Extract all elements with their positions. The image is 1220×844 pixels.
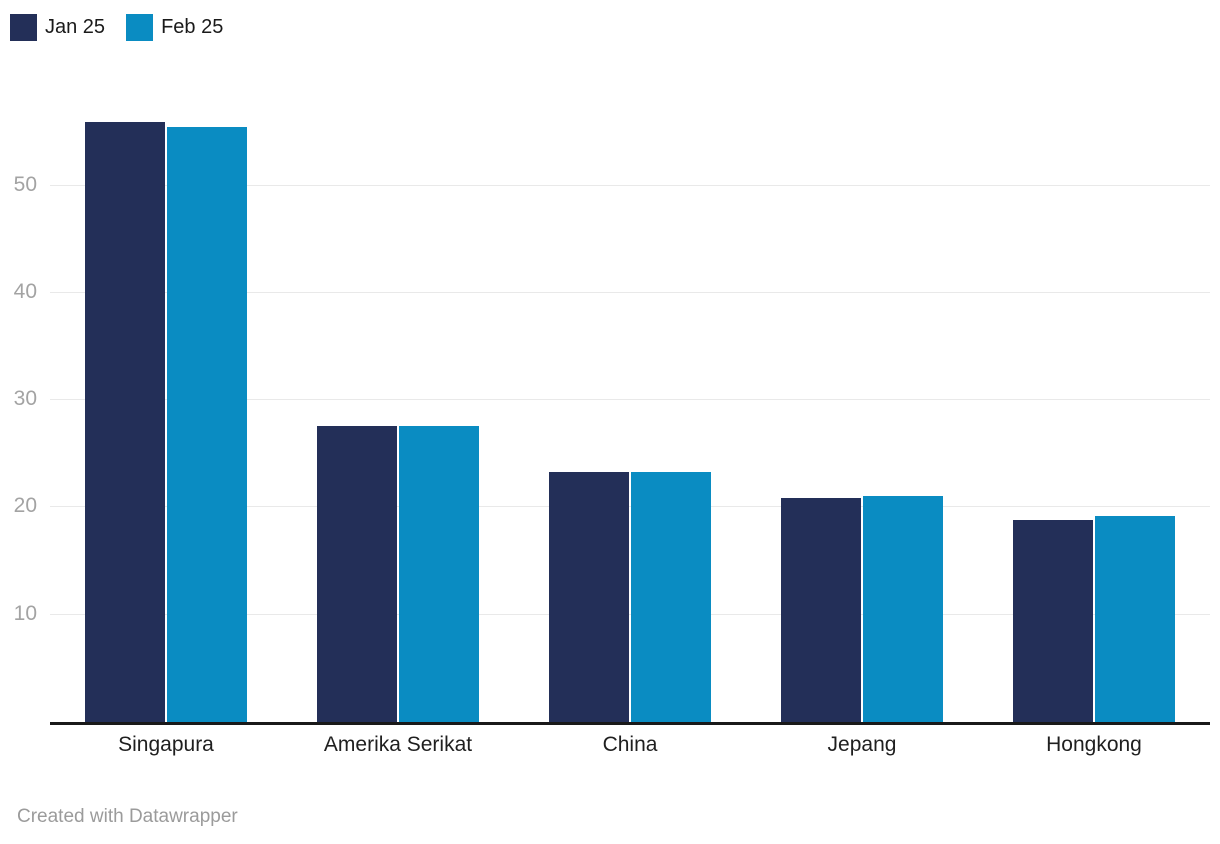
bar-feb-25-singapura[interactable]	[167, 126, 247, 722]
x-axis-label-singapura: Singapura	[118, 733, 214, 756]
y-axis-tick-label-30: 30	[13, 387, 37, 411]
bar-group-china	[514, 472, 746, 722]
gridline-30	[50, 399, 1210, 401]
gridline-20	[50, 506, 1210, 508]
x-axis-labels: Singapura Amerika Serikat China Jepang Hongk…	[50, 733, 1210, 757]
bar-group-jepang	[746, 495, 978, 722]
bar-jan-25-jepang[interactable]	[781, 497, 861, 722]
y-axis-tick-label-20: 20	[13, 494, 37, 518]
legend-label: Jan 25	[45, 16, 106, 38]
bar-jan-25-singapura[interactable]	[85, 122, 165, 722]
x-axis-label-hongkong: Hongkong	[1046, 733, 1142, 756]
bar-jan-25-amerika-serikat[interactable]	[317, 425, 397, 722]
y-axis-tick-label-40: 40	[13, 279, 37, 303]
bar-jan-25-china[interactable]	[549, 472, 629, 722]
bar-jan-25-hongkong[interactable]	[1013, 520, 1093, 722]
bar-groups	[50, 60, 1210, 722]
y-axis: 10 20 30 40 50	[0, 60, 37, 722]
bar-group-amerika-serikat	[282, 425, 514, 722]
legend-item-jan-25: Jan 25	[10, 14, 105, 41]
legend-item-feb-25: Feb 25	[126, 14, 223, 41]
legend-swatch-jan-25	[10, 14, 37, 41]
bar-feb-25-hongkong[interactable]	[1095, 516, 1175, 722]
plot-area	[50, 60, 1210, 725]
y-axis-tick-label-50: 50	[13, 172, 37, 196]
datawrapper-credit-link[interactable]: Created with Datawrapper	[17, 806, 238, 827]
gridline-50	[50, 184, 1210, 186]
gridline-40	[50, 291, 1210, 293]
bar-group-singapura	[50, 122, 282, 722]
bar-feb-25-china[interactable]	[631, 472, 711, 722]
y-axis-tick-label-10: 10	[13, 601, 37, 625]
gridline-10	[50, 613, 1210, 615]
legend-swatch-feb-25	[126, 14, 154, 41]
bar-group-hongkong	[978, 516, 1210, 722]
x-axis-label-china: China	[602, 733, 658, 756]
x-axis-label-jepang: Jepang	[827, 733, 897, 756]
bar-feb-25-jepang[interactable]	[863, 495, 943, 722]
legend: Jan 25 Feb 25	[10, 14, 223, 41]
bar-feb-25-amerika-serikat[interactable]	[399, 425, 479, 722]
x-axis-label-amerika-serikat: Amerika Serikat	[323, 733, 473, 756]
legend-label: Feb 25	[161, 16, 224, 38]
